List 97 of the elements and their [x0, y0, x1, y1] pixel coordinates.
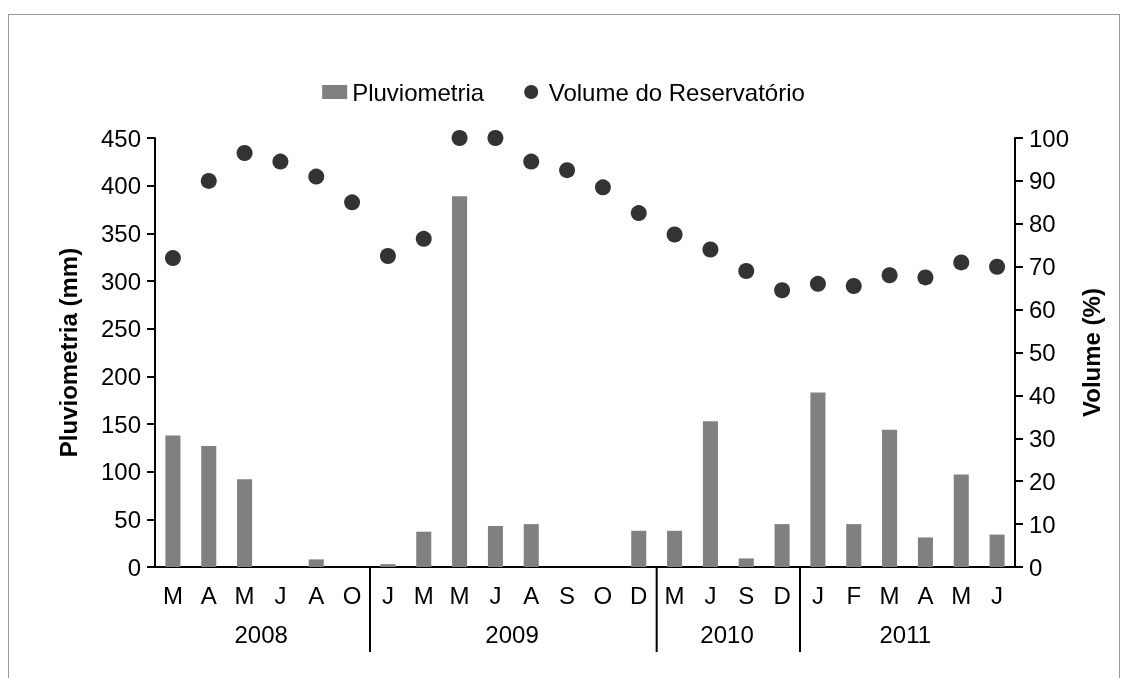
- point: [881, 267, 898, 284]
- point: [200, 172, 217, 189]
- point: [809, 275, 826, 292]
- point: [953, 254, 970, 271]
- bar: [452, 196, 468, 567]
- point: [702, 241, 719, 258]
- x-tick-label: M: [664, 581, 685, 609]
- y2-tick-label: 80: [1029, 210, 1056, 238]
- y-tick-label: 100: [100, 458, 141, 486]
- x-tick-label: J: [991, 581, 1004, 609]
- x-tick-label: M: [879, 581, 900, 609]
- point: [523, 153, 540, 170]
- y2-tick-label: 50: [1029, 339, 1056, 366]
- text: 2010: [700, 620, 754, 648]
- y2-tick-label: 30: [1029, 424, 1056, 452]
- x-tick-label: J: [704, 581, 717, 609]
- bar: [989, 534, 1005, 567]
- point: [559, 162, 576, 179]
- point: [236, 145, 253, 162]
- text: 2011: [879, 620, 932, 648]
- x-tick-label: F: [846, 581, 862, 609]
- bar: [523, 524, 539, 567]
- y-tick-label: 0: [127, 553, 141, 581]
- bar: [165, 435, 181, 567]
- bar: [882, 429, 898, 567]
- bar: [487, 526, 503, 567]
- x-tick-label: M: [951, 581, 972, 609]
- bar: [416, 531, 432, 567]
- bar: [380, 564, 396, 567]
- y-tick-label: 250: [100, 315, 141, 343]
- x-tick-label: S: [559, 581, 576, 609]
- bar: [631, 530, 647, 567]
- point: [738, 262, 755, 279]
- x-tick-label: D: [630, 581, 648, 609]
- y2-tick-label: 90: [1029, 167, 1056, 195]
- y2-tick-label: 40: [1029, 381, 1056, 409]
- point: [989, 258, 1006, 275]
- point: [917, 269, 934, 286]
- x-tick-label: M: [162, 581, 183, 609]
- x-tick-label: A: [917, 581, 934, 609]
- x-tick-label: A: [200, 581, 217, 609]
- bar: [702, 421, 718, 567]
- bar: [237, 479, 253, 567]
- bar: [917, 537, 933, 567]
- bar: [308, 559, 324, 567]
- y2-tick-label: 60: [1029, 296, 1056, 324]
- text: 2008: [234, 620, 288, 648]
- y-tick-label: 400: [100, 172, 141, 200]
- x-tick-label: D: [773, 581, 791, 609]
- legend-label: Pluviometria: [352, 78, 485, 106]
- x-tick-label: O: [593, 581, 613, 609]
- point: [379, 247, 396, 264]
- bar: [201, 445, 217, 567]
- y-tick-label: 200: [100, 362, 141, 390]
- y2-tick-label: 10: [1029, 510, 1056, 538]
- point: [594, 179, 611, 196]
- y2-tick-label: 100: [1029, 124, 1070, 152]
- point: [774, 282, 791, 299]
- x-tick-label: O: [342, 581, 362, 609]
- y-tick-label: 300: [100, 267, 141, 295]
- point: [308, 168, 325, 185]
- x-tick-label: M: [449, 581, 470, 609]
- y-tick-label: 50: [114, 505, 141, 533]
- point: [845, 278, 862, 294]
- y2-tick-label: 70: [1029, 253, 1056, 281]
- x-tick-label: J: [489, 581, 502, 609]
- x-tick-label: M: [413, 581, 434, 609]
- bar: [846, 524, 862, 567]
- point: [630, 205, 647, 222]
- x-tick-label: J: [274, 581, 287, 609]
- x-tick-label: J: [381, 581, 394, 609]
- point: [451, 130, 468, 146]
- y-tick-label: 150: [100, 410, 141, 438]
- x-tick-label: M: [234, 581, 255, 609]
- bar: [667, 530, 683, 567]
- x-tick-label: S: [738, 581, 755, 609]
- point: [487, 130, 504, 146]
- point: [344, 194, 361, 211]
- point: [415, 230, 432, 247]
- x-tick-label: A: [308, 581, 325, 609]
- bar: [953, 474, 969, 567]
- y-tick-label: 450: [100, 124, 141, 152]
- x-tick-label: A: [523, 581, 540, 609]
- point: [272, 153, 289, 170]
- y-axis-title: Pluviometria (mm): [54, 247, 82, 458]
- y2-tick-label: 20: [1029, 467, 1056, 495]
- y-tick-label: 350: [100, 219, 141, 247]
- y2-tick-label: 0: [1029, 553, 1043, 581]
- bar: [774, 524, 790, 567]
- point: [164, 250, 181, 267]
- bar: [738, 558, 754, 567]
- x-tick-label: J: [811, 581, 824, 609]
- bar: [810, 392, 826, 567]
- point: [666, 226, 683, 243]
- legend-label: Volume do Reservatório: [548, 78, 805, 106]
- text: 2009: [485, 620, 539, 648]
- y2-axis-title: Volume (%): [1078, 288, 1106, 417]
